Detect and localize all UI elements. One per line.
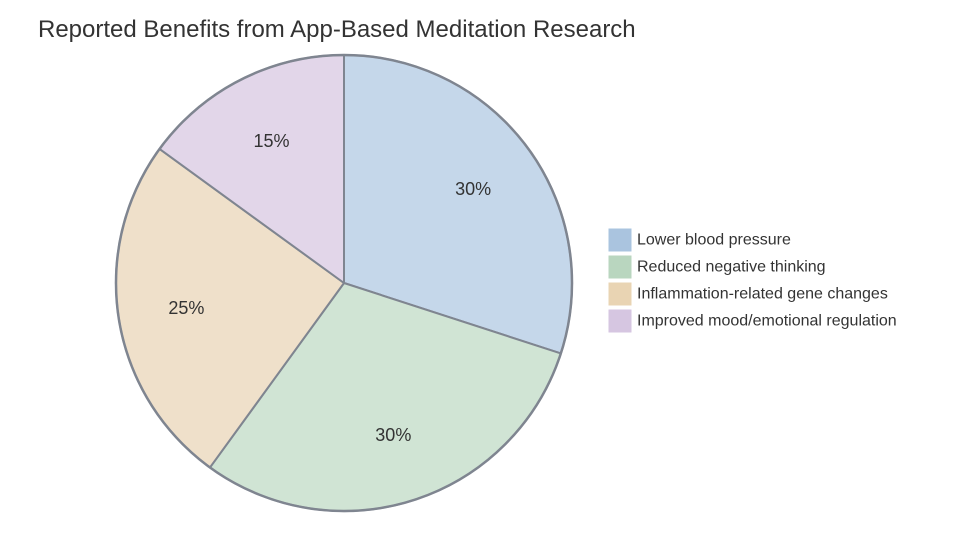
slice-label-1: 30%	[455, 179, 491, 199]
legend-swatch-3	[608, 282, 632, 306]
legend: Lower blood pressure Reduced negative thi…	[608, 228, 897, 333]
legend-label-3: Inflammation-related gene changes	[637, 286, 888, 303]
slice-label-4: 15%	[254, 131, 290, 151]
slice-label-2: 30%	[375, 425, 411, 445]
legend-swatch-4	[608, 309, 632, 333]
pie-slices	[115, 54, 573, 512]
chart-title: Reported Benefits from App-Based Meditat…	[38, 16, 636, 43]
legend-label-2: Reduced negative thinking	[637, 259, 826, 276]
legend-label-1: Lower blood pressure	[637, 232, 791, 249]
legend-label-4: Improved mood/emotional regulation	[637, 313, 897, 330]
pie-outline	[114, 53, 574, 513]
slice-label-3: 25%	[168, 298, 204, 318]
slice-labels: 30% 30% 25% 15%	[168, 131, 491, 445]
legend-swatch-2	[608, 255, 632, 279]
legend-swatch-1	[608, 228, 632, 252]
